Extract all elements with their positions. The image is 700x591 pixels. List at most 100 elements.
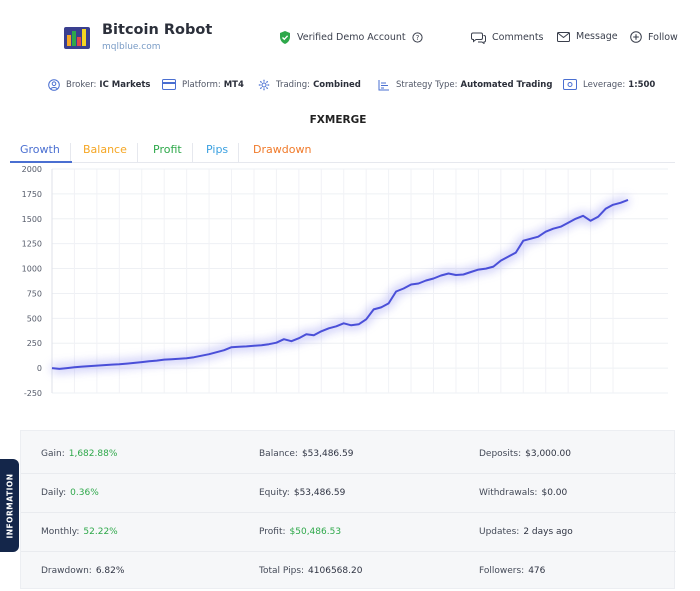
equity-label: Equity:	[259, 488, 290, 498]
y-tick-label: 2000	[22, 165, 42, 174]
info-row: Drawdown: 6.82% Total Pips: 4106568.20 Fol…	[21, 552, 676, 591]
deposits-value: $3,000.00	[525, 449, 571, 459]
tab-profit-label: Profit	[153, 143, 182, 156]
balance-stat: Balance: $53,486.59	[259, 449, 353, 459]
daily-stat: Daily: 0.36%	[41, 488, 99, 498]
brand-subtitle-link[interactable]: mqlblue.com	[102, 42, 161, 52]
drawdown-label: Drawdown:	[41, 566, 92, 576]
platform-value: MT4	[223, 79, 244, 90]
comments-icon	[471, 32, 486, 44]
brand-title: Bitcoin Robot	[102, 22, 213, 38]
total-pips-label: Total Pips:	[259, 566, 305, 576]
total-pips-value: 4106568.20	[308, 566, 363, 576]
plus-circle-icon	[630, 31, 642, 43]
svg-text:?: ?	[415, 34, 419, 42]
verified-label: Verified Demo Account	[297, 32, 406, 43]
updates-stat: Updates: 2 days ago	[479, 527, 573, 537]
profit-label: Profit:	[259, 527, 286, 537]
y-tick-label: 250	[27, 339, 42, 348]
growth-chart: -250 0 250 500 750 1000 1250 1500 1750 2000	[22, 165, 668, 398]
leverage-item: Leverage: 1:500	[563, 79, 655, 90]
leverage-label: Leverage:	[583, 79, 626, 90]
message-button[interactable]: Message	[557, 31, 618, 42]
daily-label: Daily:	[41, 488, 67, 498]
leverage-value: 1:500	[628, 79, 656, 90]
updates-label: Updates:	[479, 527, 520, 537]
comments-button[interactable]: Comments	[471, 31, 544, 44]
monthly-stat: Monthly: 52.22%	[41, 527, 118, 537]
followers-label: Followers:	[479, 566, 525, 576]
information-panel: Gain: 1,682.88% Balance: $53,486.59 Deposi…	[20, 430, 676, 591]
follow-button[interactable]: Follow	[630, 31, 678, 43]
tab-balance-label: Balance	[83, 143, 127, 156]
account-info-bar: Broker: IC Markets Platform: MT4 Trading…	[0, 73, 700, 99]
bitcoin-robot-logo-icon	[64, 27, 90, 49]
equity-stat: Equity: $53,486.59	[259, 488, 345, 498]
platform-label: Platform:	[182, 79, 221, 90]
tab-drawdown[interactable]: Drawdown	[243, 143, 321, 163]
broker-value: IC Markets	[99, 80, 151, 90]
comments-label: Comments	[492, 32, 544, 43]
y-tick-label: 1750	[22, 190, 42, 199]
header: Bitcoin Robot mqlblue.com Verified Demo …	[0, 0, 700, 70]
drawdown-value: 6.82%	[95, 566, 125, 576]
y-tick-label: 1000	[22, 265, 42, 274]
info-row: Daily: 0.36% Equity: $53,486.59 Withdrawal…	[21, 474, 676, 513]
platform-item: Platform: MT4	[162, 79, 244, 90]
broker-item: Broker: IC Markets	[48, 79, 150, 91]
deposits-label: Deposits:	[479, 449, 522, 459]
gain-label: Gain:	[41, 449, 65, 459]
chart-series	[51, 196, 630, 373]
profit-stat: Profit: $50,486.53	[259, 527, 341, 537]
trading-value: Combined	[313, 80, 361, 90]
help-icon[interactable]: ?	[412, 32, 423, 43]
info-row: Monthly: 52.22% Profit: $50,486.53 Updates…	[21, 513, 676, 552]
tab-pips[interactable]: Pips	[196, 143, 240, 163]
cash-icon	[563, 79, 577, 90]
monthly-value: 52.22%	[83, 527, 118, 537]
trading-item: Trading: Combined	[258, 79, 361, 91]
y-tick-label: 750	[27, 289, 42, 298]
tab-growth[interactable]: Growth	[10, 143, 71, 163]
updates-value: 2 days ago	[523, 527, 573, 537]
profit-value: $50,486.53	[289, 527, 342, 537]
tab-growth-label: Growth	[20, 143, 60, 156]
info-row: Gain: 1,682.88% Balance: $53,486.59 Deposi…	[21, 435, 676, 474]
y-tick-label: 500	[27, 314, 42, 323]
strategy-value: Automated Trading	[460, 80, 553, 90]
follow-label: Follow	[648, 31, 678, 43]
chart-title: FXMERGE	[309, 114, 367, 126]
information-side-tab[interactable]: INFORMATION	[0, 459, 19, 552]
deposits-stat: Deposits: $3,000.00	[479, 449, 571, 459]
chart-y-ticks: -250 0 250 500 750 1000 1250 1500 1750 2000	[22, 165, 42, 398]
tab-drawdown-label: Drawdown	[253, 143, 312, 156]
drawdown-stat: Drawdown: 6.82%	[41, 566, 124, 576]
tab-balance[interactable]: Balance	[73, 143, 138, 163]
monthly-label: Monthly:	[41, 527, 80, 537]
followers-value: 476	[528, 566, 546, 576]
envelope-icon	[557, 31, 570, 42]
gear-icon	[258, 79, 270, 91]
equity-value: $53,486.59	[293, 488, 346, 498]
withdrawals-label: Withdrawals:	[479, 488, 538, 498]
list-chart-icon	[378, 80, 389, 91]
chart-grid	[51, 168, 668, 394]
y-tick-label: -250	[24, 389, 42, 398]
chart-tabs: Growth Balance Profit Pips Drawdown	[10, 139, 675, 163]
message-label: Message	[576, 31, 618, 42]
information-side-tab-label: INFORMATION	[5, 472, 14, 539]
tab-pips-label: Pips	[206, 143, 229, 156]
credit-card-icon	[162, 79, 176, 90]
growth-line	[51, 198, 629, 370]
withdrawals-stat: Withdrawals: $0.00	[479, 488, 567, 498]
tab-profit[interactable]: Profit	[143, 143, 193, 163]
verified-badge: Verified Demo Account ?	[279, 31, 423, 44]
broker-label: Broker:	[66, 80, 97, 90]
user-circle-icon	[48, 79, 60, 91]
y-tick-label: 1250	[22, 240, 42, 249]
daily-value: 0.36%	[70, 488, 99, 498]
strategy-item: Strategy Type: Automated Trading	[378, 79, 552, 91]
verified-shield-icon	[280, 31, 290, 44]
trading-label: Trading:	[276, 80, 311, 90]
y-tick-label: 1500	[22, 215, 42, 224]
